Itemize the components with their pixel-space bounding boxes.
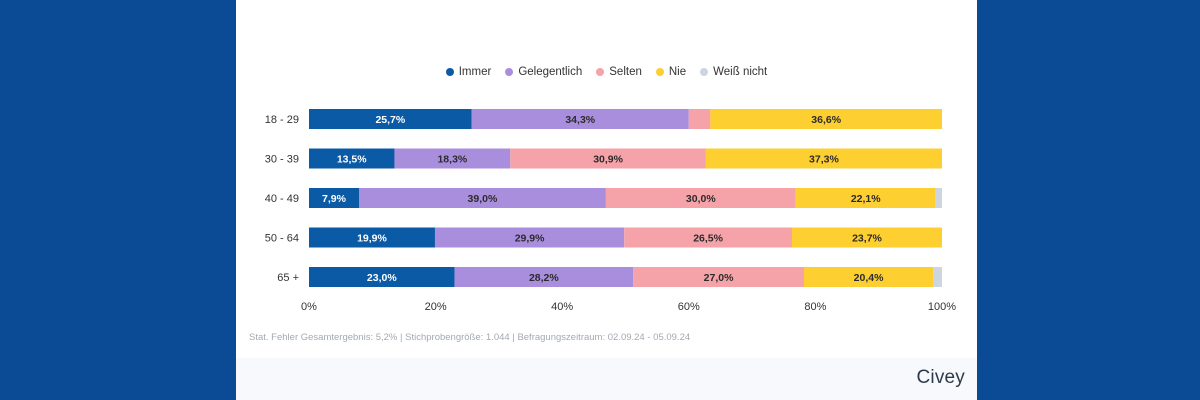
bar-segment <box>394 148 511 169</box>
data-label: 39,0% <box>468 193 498 205</box>
data-label: 37,3% <box>809 154 839 166</box>
legend-swatch <box>505 68 514 76</box>
brand-logo[interactable]: Civey <box>916 367 965 388</box>
data-label: 25,7% <box>375 114 405 126</box>
x-tick-label: 100% <box>928 301 956 313</box>
legend-label: Gelegentlich <box>518 66 583 78</box>
bar-segment <box>633 267 805 287</box>
bar-segment <box>933 267 942 287</box>
bar-segment <box>471 109 689 129</box>
bar-segment <box>935 188 942 208</box>
category-label: 50 - 64 <box>265 233 299 245</box>
legend-item-2[interactable]: Selten <box>596 66 642 78</box>
x-tick-label: 60% <box>678 301 700 313</box>
bar-segment <box>309 109 472 129</box>
bar-segment <box>434 227 625 248</box>
data-label: 26,5% <box>693 233 723 245</box>
legend-label: Nie <box>668 66 687 78</box>
chart-legend: Immer Gelegentlich Selten Nie Weiß nicht <box>236 62 977 82</box>
legend-item-0[interactable]: Immer <box>445 66 492 78</box>
data-label: 19,9% <box>357 233 387 245</box>
data-label: 22,1% <box>851 193 881 205</box>
bar-segment <box>605 188 796 208</box>
data-label: 29,9% <box>515 233 545 245</box>
category-label: 18 - 29 <box>265 114 299 126</box>
x-tick-label: 80% <box>804 301 826 313</box>
bar-segment <box>710 109 942 129</box>
bar-segment <box>804 267 934 287</box>
bar-segment <box>309 227 435 248</box>
data-label: 23,0% <box>367 272 397 284</box>
data-label: 27,0% <box>704 272 734 284</box>
legend-swatch <box>596 68 605 76</box>
data-label: 7,9% <box>322 193 347 205</box>
x-tick-label: 0% <box>301 301 317 313</box>
legend-label: Selten <box>609 66 642 78</box>
data-label: 18,3% <box>437 154 467 166</box>
chart-card: Immer Gelegentlich Selten Nie Weiß nicht 18 … <box>236 0 977 400</box>
legend-swatch <box>655 68 664 76</box>
legend-item-4[interactable]: Weiß nicht <box>700 66 767 78</box>
bar-segment <box>705 148 942 169</box>
legend-item-3[interactable]: Nie <box>655 66 687 78</box>
chart-footnote: Stat. Fehler Gesamtergebnis: 5,2% | Stic… <box>249 332 691 343</box>
data-label: 23,7% <box>852 233 882 245</box>
legend-swatch <box>700 68 709 76</box>
bar-segment <box>624 227 792 248</box>
category-label: 30 - 39 <box>265 154 299 166</box>
data-label: 30,9% <box>593 154 623 166</box>
bar-segment <box>791 227 942 248</box>
bar-segment <box>454 267 634 287</box>
bar-segment <box>309 267 455 287</box>
data-label: 34,3% <box>565 114 595 126</box>
x-tick-label: 20% <box>425 301 447 313</box>
bar-segment <box>359 188 606 208</box>
bar-segment <box>795 188 936 208</box>
card-footer <box>236 358 977 400</box>
category-label: 40 - 49 <box>265 193 299 205</box>
bar-segment <box>309 148 395 169</box>
legend-label: Immer <box>458 66 492 78</box>
data-label: 13,5% <box>337 154 367 166</box>
stacked-bar-chart: 18 - 29 25,7% 34,3% 36,6% 30 - 39 13,5% 18,3% 3… <box>265 109 956 313</box>
bar-segment <box>309 188 360 208</box>
data-label: 28,2% <box>529 272 559 284</box>
data-label: 36,6% <box>811 114 841 126</box>
category-label: 65 + <box>277 272 299 284</box>
legend-item-1[interactable]: Gelegentlich <box>505 66 582 78</box>
bar-segment <box>688 109 711 129</box>
data-label: 20,4% <box>854 272 884 284</box>
legend-swatch <box>445 68 454 76</box>
legend-label: Weiß nicht <box>713 66 768 78</box>
bar-segment <box>510 148 706 169</box>
data-label: 30,0% <box>686 193 716 205</box>
x-tick-label: 40% <box>551 301 573 313</box>
